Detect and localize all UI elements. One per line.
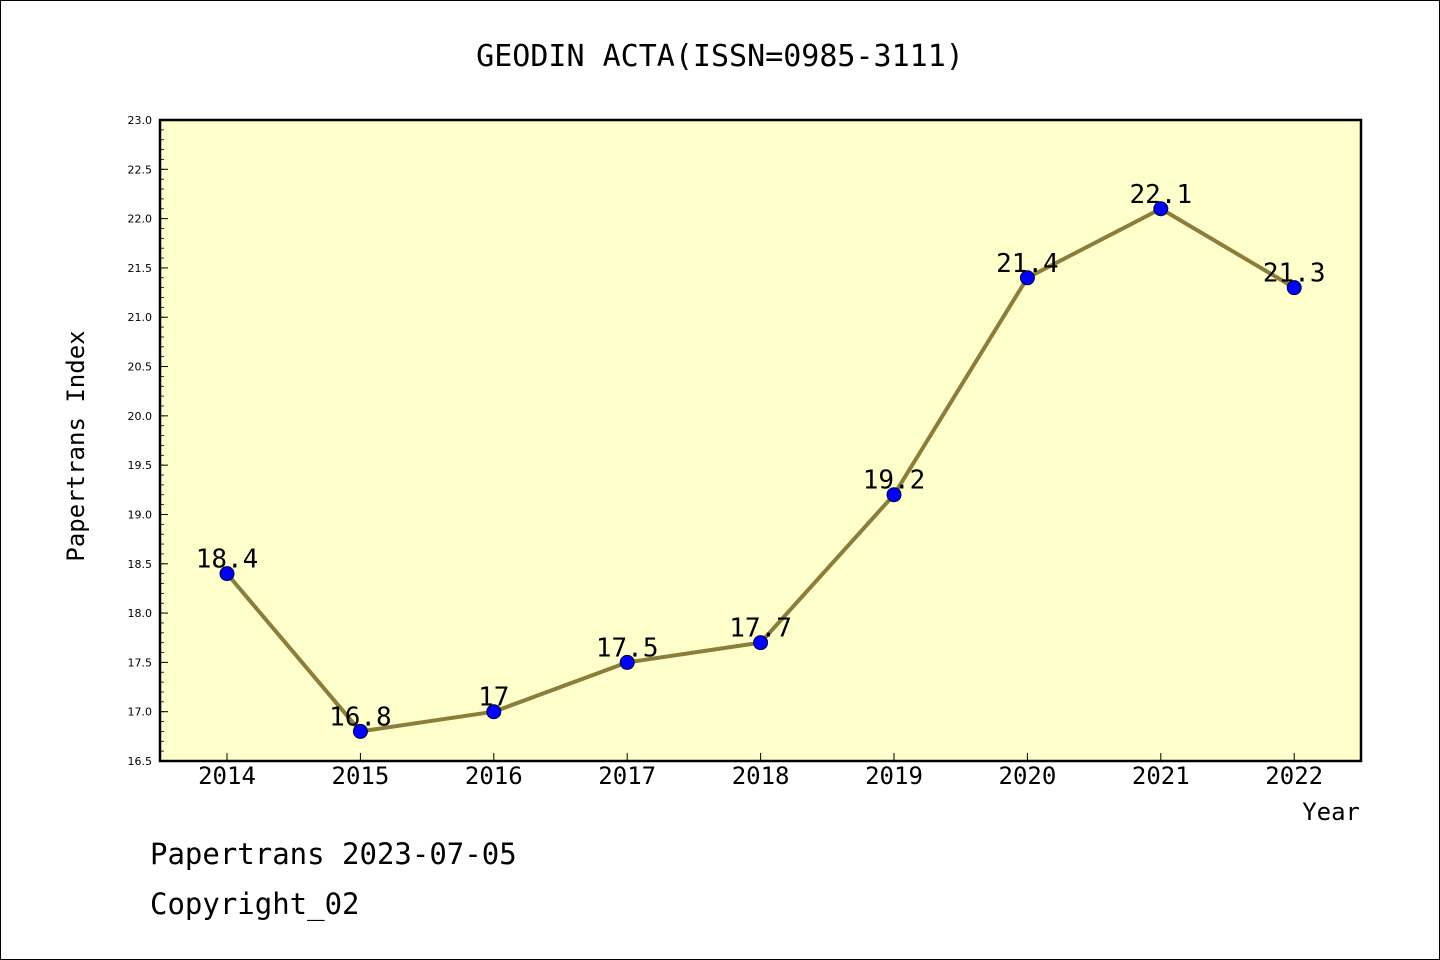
data-point — [219, 566, 235, 582]
x-tick-label: 2015 — [332, 762, 390, 790]
plot-area — [160, 120, 1361, 761]
y-axis-title: Papertrans Index — [62, 330, 90, 561]
data-point — [1286, 280, 1302, 296]
data-markers — [219, 201, 1302, 739]
data-label: 17 — [478, 683, 509, 713]
chart-title: GEODIN ACTA(ISSN=0985-3111) — [476, 39, 964, 74]
y-axis: 16.5 17.0 17.5 18.0 18.5 19.0 19.5 20.0 20.5 21.0… — [128, 114, 168, 768]
y-tick-label: 17.5 — [128, 656, 153, 669]
x-tick-label: 2014 — [198, 762, 256, 790]
data-point — [486, 704, 502, 720]
footer-copyright: Copyright_02 — [150, 887, 360, 922]
data-label: 16.8 — [329, 702, 392, 732]
data-label: 17.7 — [729, 614, 792, 644]
data-point — [753, 635, 769, 651]
y-tick-label: 17.0 — [128, 706, 153, 719]
data-label: 18.4 — [196, 545, 259, 575]
data-label: 21.4 — [996, 249, 1059, 279]
data-label: 19.2 — [863, 466, 926, 496]
x-tick-label: 2019 — [865, 762, 923, 790]
x-axis-title: Year — [1302, 798, 1360, 826]
y-tick-label: 21.5 — [128, 262, 153, 275]
data-labels: 18.4 16.8 17 17.5 17.7 19.2 21.4 22.1 21.3 — [196, 180, 1326, 733]
data-label: 22.1 — [1129, 180, 1192, 210]
y-tick-label: 23.0 — [128, 114, 153, 127]
y-tick-label: 21.0 — [128, 311, 153, 324]
x-tick-label: 2018 — [732, 762, 790, 790]
x-tick-label: 2021 — [1132, 762, 1190, 790]
y-tick-label: 18.0 — [128, 607, 153, 620]
x-tick-label: 2017 — [598, 762, 656, 790]
data-label: 17.5 — [596, 633, 659, 663]
y-tick-label: 19.0 — [128, 508, 153, 521]
data-point — [1153, 201, 1169, 217]
x-tick-label: 2020 — [999, 762, 1057, 790]
data-point — [1019, 270, 1035, 286]
x-tick-label: 2022 — [1265, 762, 1323, 790]
y-tick-label: 20.5 — [128, 361, 153, 374]
plot-border — [158, 118, 1363, 763]
y-tick-label: 22.0 — [128, 213, 153, 226]
data-point — [886, 487, 902, 503]
x-axis: 2014 2015 2016 2017 2018 2019 2020 2021 2022 — [198, 753, 1323, 790]
y-tick-label: 22.5 — [128, 163, 153, 176]
x-tick-label: 2016 — [465, 762, 523, 790]
y-tick-label: 19.5 — [128, 459, 153, 472]
y-tick-label: 16.5 — [128, 755, 153, 768]
y-tick-label: 20.0 — [128, 410, 153, 423]
data-point — [619, 654, 635, 670]
data-point — [352, 723, 368, 739]
footer-date: Papertrans 2023-07-05 — [150, 837, 517, 871]
data-label: 21.3 — [1263, 259, 1326, 289]
y-tick-label: 18.5 — [128, 558, 153, 571]
